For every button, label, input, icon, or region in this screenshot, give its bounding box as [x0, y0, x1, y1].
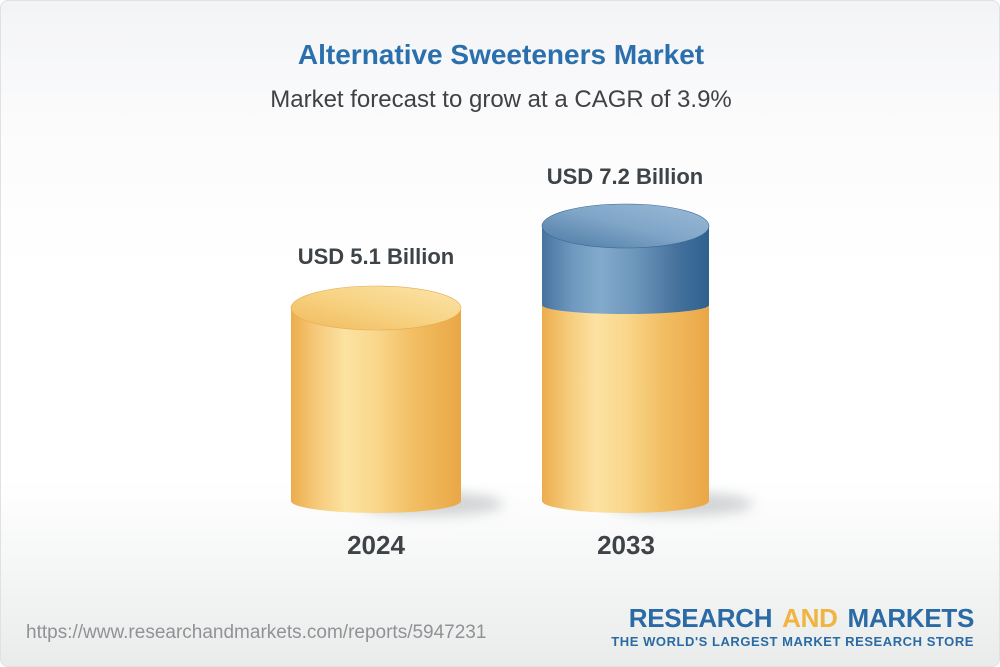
page-subtitle: Market forecast to grow at a CAGR of 3.9…: [270, 86, 732, 113]
value-label-2033: USD 7.2 Billion: [546, 164, 704, 189]
logo-word-research: RESEARCH: [628, 603, 773, 633]
bar-2024-top: [290, 285, 462, 331]
bar-2033-growth-body: [542, 226, 709, 314]
category-label-2033: 2033: [597, 530, 655, 560]
logo-wordmark: RESEARCH AND MARKETS: [611, 603, 975, 633]
bar-2024: [290, 285, 503, 516]
page-title: Alternative Sweeteners Market: [297, 39, 705, 70]
value-label-2024: USD 5.1 Billion: [297, 244, 455, 269]
bar-2033: [541, 203, 753, 516]
logo-word-markets: MARKETS: [847, 603, 975, 633]
bar-2024-body: [291, 308, 461, 513]
category-label-2024: 2024: [347, 530, 405, 560]
logo-word-and: AND: [782, 603, 838, 633]
bar-2033-top: [541, 203, 710, 249]
logo-tagline: THE WORLD'S LARGEST MARKET RESEARCH STOR…: [611, 634, 974, 649]
research-and-markets-logo: RESEARCH AND MARKETS THE WORLD'S LARGEST…: [611, 605, 974, 649]
source-url: https://www.researchandmarkets.com/repor…: [26, 622, 487, 643]
bar-2033-base-body: [542, 304, 709, 513]
